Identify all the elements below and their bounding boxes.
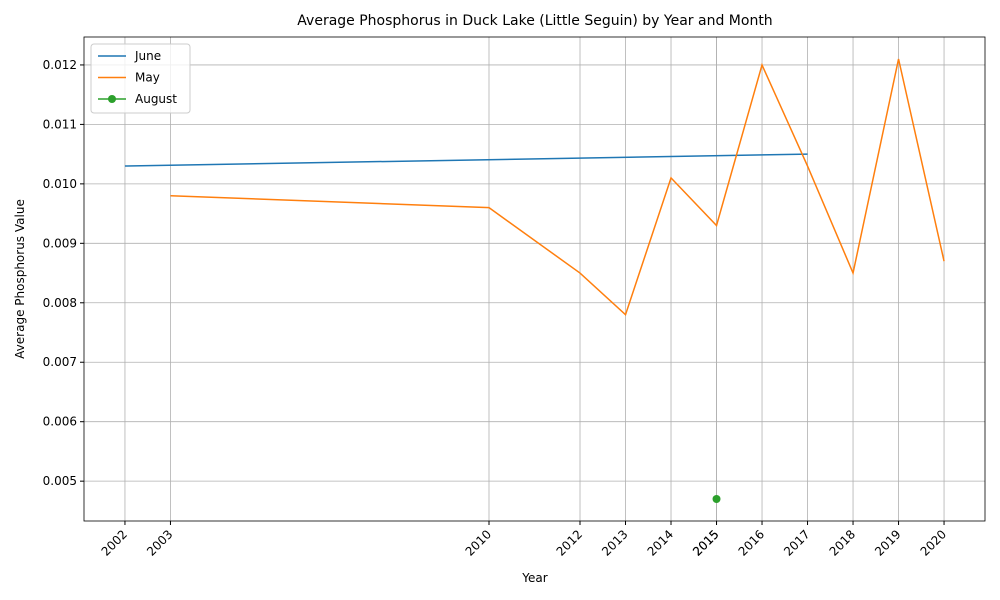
- y-tick-label: 0.012: [43, 58, 77, 72]
- data-point: [712, 495, 721, 503]
- y-tick-label: 0.007: [43, 355, 77, 369]
- data-line: [124, 153, 808, 167]
- legend-marker: [108, 95, 116, 103]
- legend: June May August: [90, 43, 191, 114]
- x-axis-label: Year: [521, 571, 547, 585]
- y-tick-label: 0.010: [43, 177, 77, 191]
- legend-label: June: [134, 49, 161, 63]
- legend-label: May: [135, 71, 160, 85]
- y-tick-label: 0.008: [43, 296, 77, 310]
- y-tick-label: 0.006: [43, 415, 77, 429]
- chart-title: Average Phosphorus in Duck Lake (Little …: [297, 13, 772, 29]
- legend-label: August: [135, 92, 177, 106]
- y-axis-label: Average Phosphorus Value: [13, 199, 27, 359]
- data-line: [170, 58, 945, 317]
- plot-frame: [83, 36, 986, 522]
- y-tick-label: 0.009: [43, 236, 77, 250]
- y-tick-label: 0.011: [43, 117, 77, 131]
- legend-box: [90, 43, 191, 114]
- y-tick-label: 0.005: [43, 474, 77, 488]
